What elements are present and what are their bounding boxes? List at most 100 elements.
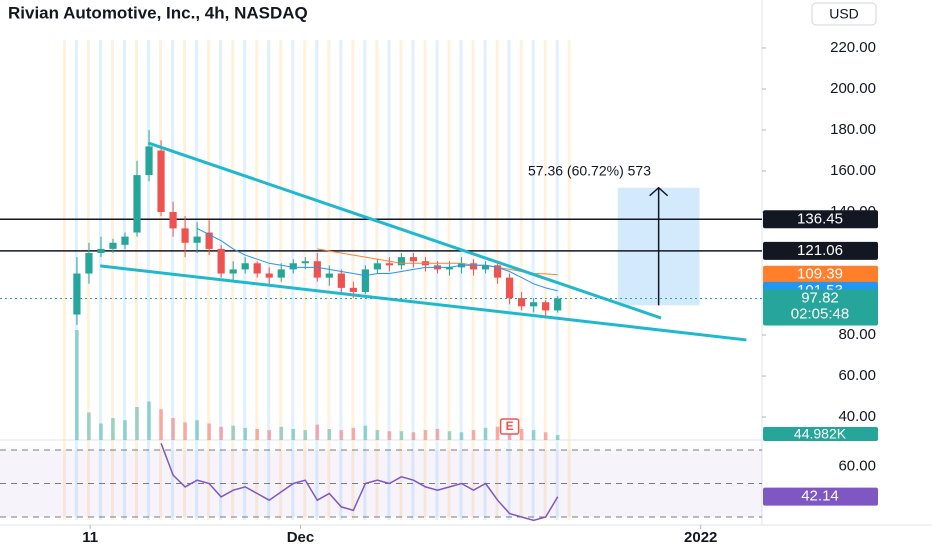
session-stripe [303,40,307,520]
volume-bar [255,429,260,440]
level-label-box [763,210,878,229]
candle-body [241,263,249,270]
volume-bar [543,432,548,440]
candle-body [85,253,93,274]
rsi-line [160,443,559,522]
candle-body [73,273,81,315]
volume-bar [495,426,500,440]
volume-bar [459,432,464,440]
candle-body [289,263,297,270]
session-stripe [291,40,295,520]
volume-bar [531,430,536,440]
volume-bar [291,429,296,440]
session-stripe [159,40,163,520]
candle-body [181,228,189,243]
volume-bar [339,430,344,440]
volume-bar [303,430,308,440]
session-stripe [110,40,114,520]
candle-body [481,265,490,270]
currency-label[interactable]: USD [829,6,859,22]
volume-bar [147,401,151,440]
candle-body [325,273,333,278]
candle-body [554,298,562,311]
candle-body [542,302,550,311]
volume-bar [447,431,452,440]
session-stripe [195,40,199,520]
measure-arrowhead [649,186,669,197]
volume-bar [279,426,284,440]
volume-bar [207,423,211,440]
moving-average [317,248,558,276]
rsi-tick-label: 60.00 [838,458,876,475]
earnings-marker [499,418,520,435]
x-tick-label: 11 [82,529,98,546]
moving-average [196,227,558,292]
last-price-label-box [763,289,878,326]
measure-label: 57.36 (60.72%) 573 [528,162,651,178]
level-label: 136.45 [797,210,843,227]
volume-bar [243,427,247,440]
session-stripe [351,40,355,520]
session-stripe [519,40,523,520]
candle-body [145,146,153,176]
session-stripe [483,40,487,520]
volume-bar [87,412,91,440]
candle-body [313,261,321,278]
rsi-label: 42.14 [801,488,839,505]
session-stripe [171,40,175,520]
ma-label: 109.39 [797,266,843,283]
volume-label: 44.982K [794,426,847,442]
volume-bar [327,429,332,440]
session-stripe [375,40,379,520]
candle-body [493,265,502,278]
session-stripe [387,40,391,520]
candle-body [97,248,105,254]
candle-body [169,212,177,229]
session-stripe [98,40,102,520]
x-tick-label: Dec [287,529,315,546]
candle-body [337,273,345,288]
candle-body [409,257,418,262]
y-tick-label: 220.00 [830,39,876,56]
volume-bar [195,420,199,440]
rsi-label-box [763,487,878,506]
volume-bar [231,425,235,440]
volume-bar [351,427,356,440]
earnings-label: E [506,419,514,433]
volume-bar [363,425,368,440]
volume-label-box [763,427,878,441]
candle-body [277,269,285,278]
y-tick-label: 160.00 [830,162,876,179]
session-stripe [435,40,439,520]
session-stripe [411,40,415,520]
candle-body [265,273,273,278]
candle-body [397,257,406,266]
candle-body [193,236,201,243]
candle-body [505,277,514,299]
last-price-label: 97.82 [801,289,839,306]
volume-bar [519,429,524,440]
session-stripe [243,40,247,520]
session-stripe [207,40,211,520]
candle-body [301,261,309,264]
volume-bar [423,430,428,440]
volume-bar [399,431,404,440]
countdown: 02:05:48 [791,305,849,322]
candle-body [385,263,394,266]
session-stripe [471,40,475,520]
y-tick-label: 180.00 [830,121,876,138]
session-stripe [531,40,535,520]
session-stripe [447,40,451,520]
candle-body [109,242,117,249]
chart-title: Rivian Automotive, Inc., 4h, NASDAQ [8,3,308,22]
session-stripe [135,40,139,520]
session-stripe [183,40,187,520]
candle-body [469,263,478,270]
volume-bar [315,424,320,440]
candle-body [121,236,129,245]
volume-bar [183,422,187,440]
session-stripe [147,40,151,520]
session-stripe [255,40,259,520]
level-label: 121.06 [797,242,843,259]
